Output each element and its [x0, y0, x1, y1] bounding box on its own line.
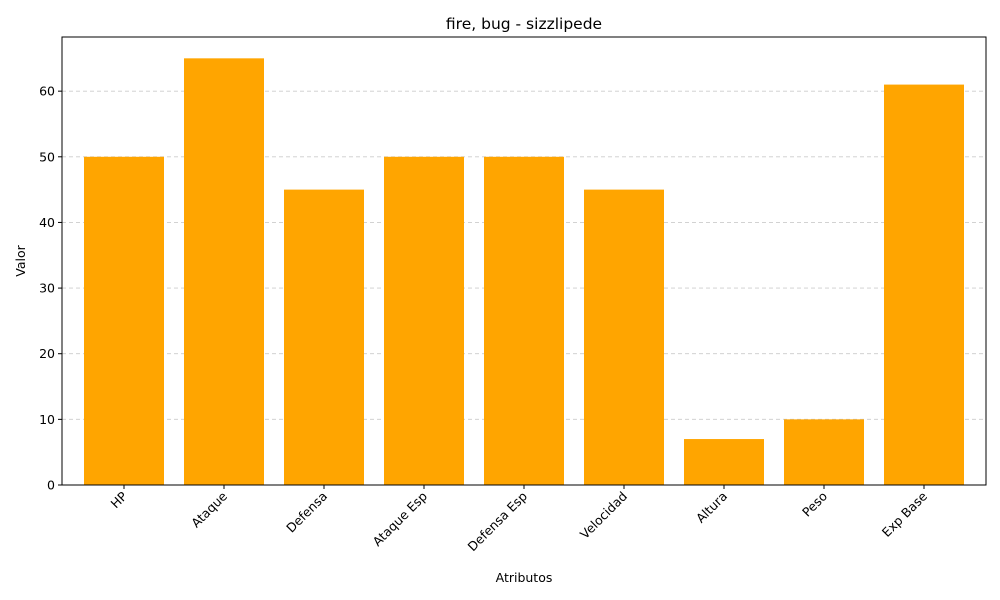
y-tick-label: 60: [39, 84, 55, 99]
x-tick-label: Ataque: [188, 488, 230, 530]
y-tick-label: 20: [39, 346, 55, 361]
bar-hp: [84, 156, 164, 486]
y-tick-label: 30: [39, 281, 55, 296]
y-axis-label: Valor: [13, 244, 28, 276]
bar-ataque-esp: [384, 156, 464, 486]
x-tick-label: Velocidad: [577, 489, 630, 542]
bar-exp-base: [884, 84, 964, 485]
bar-layer: [84, 58, 964, 486]
x-axis-label: Atributos: [496, 570, 553, 585]
y-tick-label: 10: [39, 412, 55, 427]
chart-title: fire, bug - sizzlipede: [446, 15, 602, 33]
x-tick-label: Ataque Esp: [369, 488, 430, 549]
bar-defensa-esp: [484, 156, 564, 486]
bar-ataque: [184, 58, 264, 485]
x-tick-label: Defensa Esp: [464, 488, 530, 554]
x-axis: HP Ataque Defensa Ataque Esp Defensa Esp Velo…: [108, 485, 931, 554]
y-tick-label: 40: [39, 215, 55, 230]
bar-altura: [684, 439, 764, 485]
y-tick-label: 50: [39, 149, 55, 164]
x-tick-label: Peso: [799, 489, 830, 520]
bar-peso: [784, 419, 864, 485]
x-tick-label: Defensa: [283, 489, 330, 536]
y-tick-label: 0: [47, 478, 55, 493]
x-tick-label: HP: [108, 488, 131, 511]
y-axis: 0 10 20 30 40 50 60: [39, 84, 62, 493]
x-tick-label: Altura: [693, 489, 730, 526]
bar-velocidad: [584, 189, 664, 485]
bar-defensa: [284, 189, 364, 485]
x-tick-label: Exp Base: [879, 488, 931, 540]
